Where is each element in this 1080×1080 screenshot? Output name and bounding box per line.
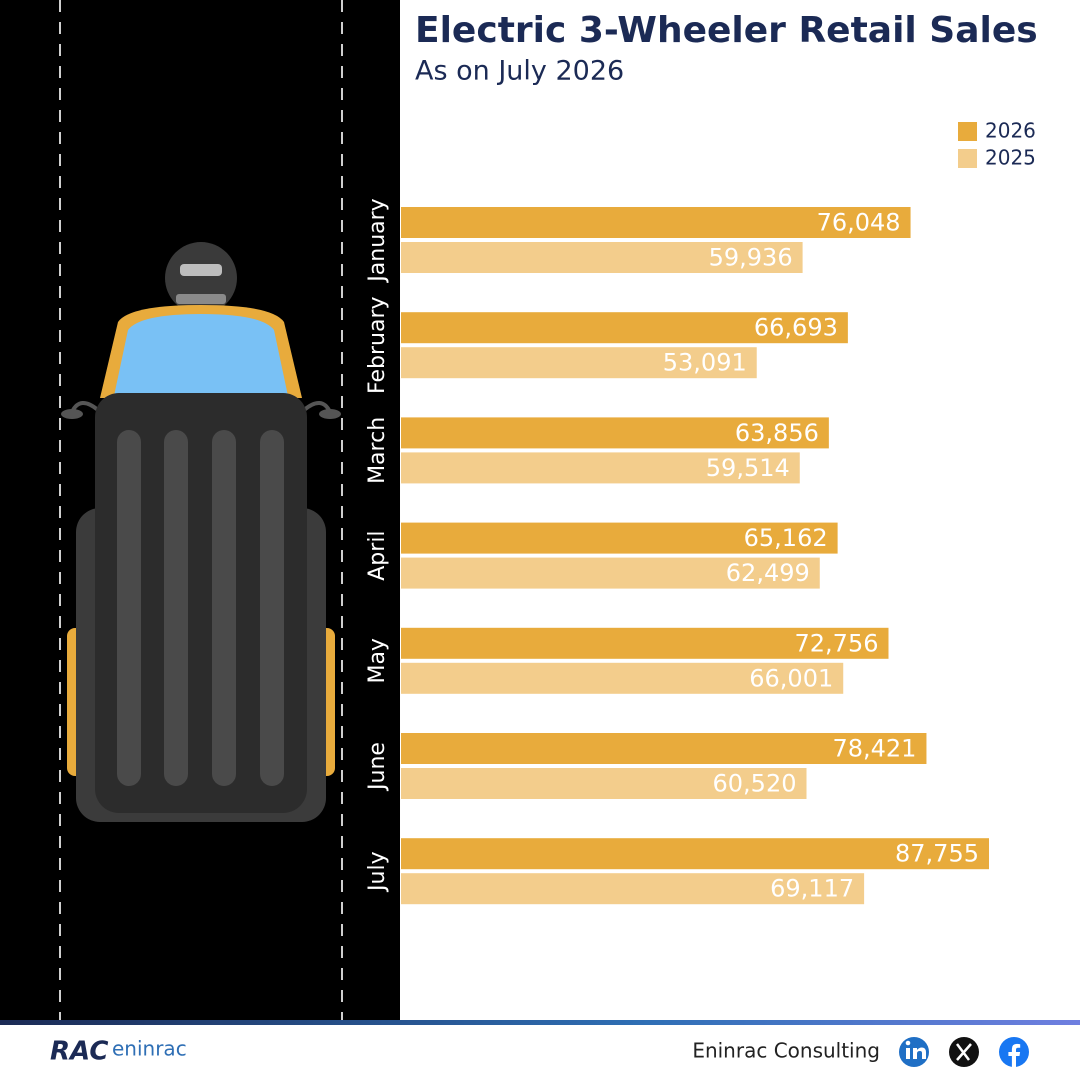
x-icon[interactable] [949,1037,979,1067]
bar [401,417,829,449]
bar [401,312,848,344]
value-label: 59,936 [709,244,793,272]
bar [401,873,865,905]
bar [401,627,889,659]
bar [401,768,807,799]
value-label: 53,091 [663,349,747,377]
category-label: January [365,198,390,283]
value-label: 65,162 [744,524,828,552]
company-name: Eninrac Consulting [692,1039,880,1063]
chart-subtitle: As on July 2026 [415,56,624,87]
legend-label: 2025 [985,146,1036,170]
category-label: May [365,638,390,683]
bar [401,557,820,589]
legend-swatch [958,149,977,168]
value-label: 78,421 [832,735,916,763]
bar [401,522,838,554]
chart-title: Electric 3-Wheeler Retail Sales [415,10,1038,51]
value-label: 66,001 [749,664,833,692]
bar [401,452,800,484]
category-label: March [365,417,390,484]
bar [401,838,989,870]
logo-text: eninrac [112,1037,187,1061]
vehicle [61,242,341,822]
value-label: 72,756 [795,629,879,657]
facebook-icon[interactable] [999,1037,1029,1067]
value-label: 63,856 [735,419,819,447]
value-label: 76,048 [817,209,901,237]
logo-mark: RAC [50,1037,108,1067]
value-label: 62,499 [726,559,810,587]
bar [401,242,803,273]
category-label: February [365,296,390,394]
category-label: July [365,851,390,893]
linkedin-icon[interactable] [899,1037,929,1067]
illustration [0,0,400,1021]
logo: RAC eninrac [50,1037,187,1067]
legend-swatch [958,122,977,141]
bar [401,733,927,764]
value-label: 69,117 [770,875,854,903]
bar [401,662,844,694]
category-label: April [365,530,390,580]
value-label: 60,520 [713,770,797,798]
value-label: 66,693 [754,314,838,342]
bar [401,347,757,379]
category-label: June [365,742,390,792]
value-label: 87,755 [895,840,979,868]
footer-rule [0,1020,1080,1025]
bar [401,207,911,238]
value-label: 59,514 [706,454,790,482]
legend-label: 2026 [985,119,1036,143]
